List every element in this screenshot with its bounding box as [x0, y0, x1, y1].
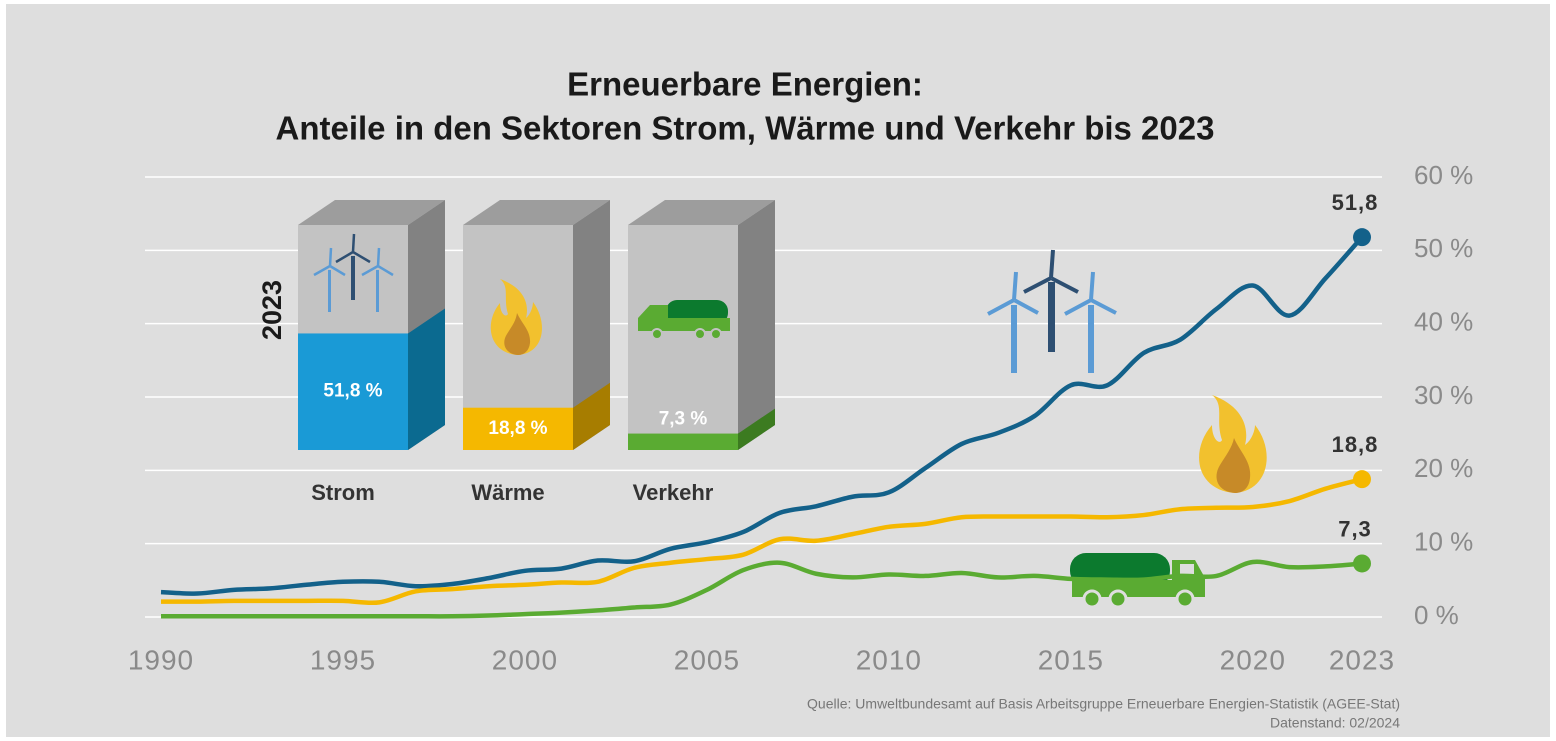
- category-label: Strom: [311, 480, 375, 505]
- end-point: [1353, 470, 1371, 488]
- value-label: 7,3: [1338, 516, 1372, 541]
- x-tick-label: 2005: [674, 644, 740, 675]
- value-label: 18,8: [1332, 432, 1379, 457]
- value-label: 51,8: [1332, 190, 1379, 215]
- x-tick-label: 2023: [1329, 644, 1395, 675]
- x-tick-label: 2000: [492, 644, 558, 675]
- chart-title: Anteile in den Sektoren Strom, Wärme und…: [276, 110, 1215, 147]
- chart-title: Erneuerbare Energien:: [567, 66, 923, 103]
- y-tick-label: 20 %: [1414, 453, 1473, 483]
- source-note: Quelle: Umweltbundesamt auf Basis Arbeit…: [807, 696, 1400, 712]
- y-tick-label: 50 %: [1414, 233, 1473, 263]
- x-tick-label: 1995: [310, 644, 376, 675]
- source-date: Datenstand: 02/2024: [1270, 715, 1400, 731]
- x-tick-label: 2020: [1220, 644, 1286, 675]
- bar-value-label: 18,8 %: [488, 418, 547, 439]
- bar: [628, 434, 738, 450]
- bar-value-label: 51,8 %: [323, 381, 382, 402]
- category-label: Wärme: [471, 480, 544, 505]
- y-tick-label: 60 %: [1414, 160, 1473, 190]
- x-tick-label: 1990: [128, 644, 194, 675]
- y-tick-label: 40 %: [1414, 307, 1473, 337]
- category-label: Verkehr: [633, 480, 714, 505]
- y-tick-label: 10 %: [1414, 527, 1473, 557]
- end-point: [1353, 228, 1371, 246]
- x-tick-label: 2010: [856, 644, 922, 675]
- chart: Erneuerbare Energien: Anteile in den Sek…: [0, 0, 1556, 741]
- end-point: [1353, 554, 1371, 572]
- y-tick-label: 0 %: [1414, 600, 1459, 630]
- x-tick-label: 2015: [1038, 644, 1104, 675]
- y-tick-label: 30 %: [1414, 380, 1473, 410]
- bar-value-label: 7,3 %: [659, 409, 708, 430]
- bar-group-label: 2023: [257, 280, 287, 340]
